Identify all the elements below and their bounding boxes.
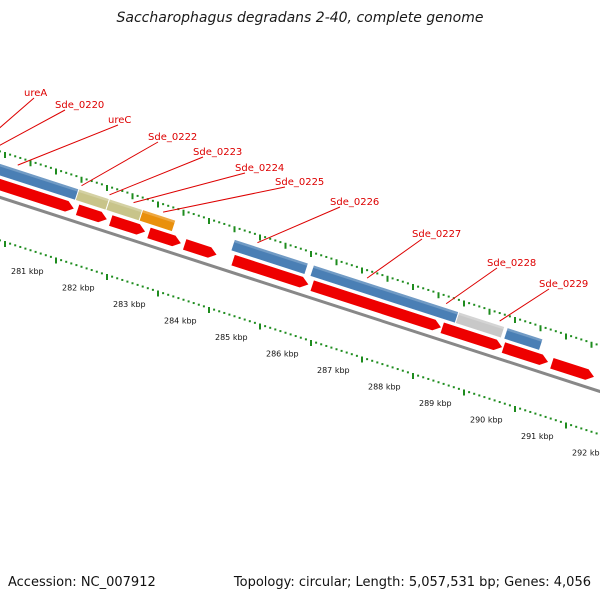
cds-arrow — [500, 341, 550, 367]
gene-label-connector — [109, 156, 204, 196]
cds-arrow-shape — [146, 226, 183, 248]
gene-label: Sde_0223 — [109, 147, 242, 196]
forward-tick-row — [0, 150, 598, 348]
gene-label-text: Sde_0227 — [412, 229, 461, 240]
gene-box-highlight — [457, 311, 505, 330]
gene-box-fill — [230, 238, 310, 276]
gene-label: Sde_0227 — [366, 229, 461, 279]
kbp-label: 284 kbp — [164, 317, 197, 326]
gene-label-connector — [499, 288, 550, 322]
gene-label-text: Sde_0224 — [235, 163, 284, 174]
gene-box-highlight — [108, 198, 146, 214]
cds-arrow-shape — [230, 253, 310, 289]
gene-label-text: ureC — [108, 115, 131, 126]
gene-label-connector — [445, 267, 498, 305]
map-title: Saccharophagus degradans 2-40, complete … — [117, 10, 484, 26]
cds-arrow — [230, 253, 310, 289]
gene-box-highlight — [0, 160, 82, 193]
cds-arrow — [309, 279, 443, 332]
gene-label-text: Sde_0225 — [275, 177, 324, 188]
cds-arrow-shape — [548, 356, 596, 381]
gene-label-text: Sde_0223 — [193, 147, 242, 158]
gene-box-highlight — [506, 327, 544, 342]
gene-label: Sde_0228 — [445, 258, 536, 305]
backbone — [0, 195, 600, 394]
gene-label-text: Sde_0222 — [148, 132, 197, 143]
gene-label: Sde_0224 — [133, 163, 284, 204]
gene-label: Sde_0226 — [257, 197, 379, 244]
gene-box — [454, 311, 506, 339]
gene-label: Sde_0220 — [0, 100, 104, 146]
gene-label-connector — [162, 186, 286, 213]
kbp-label: 292 kbp — [572, 449, 600, 458]
gene-box-highlight — [233, 239, 309, 267]
gene-box-fill — [138, 208, 177, 233]
gene-label: Sde_0229 — [499, 279, 588, 322]
gene-box-highlight — [141, 209, 176, 224]
kbp-label: 290 kbp — [470, 416, 503, 425]
gene-box-fill — [503, 326, 544, 352]
kbp-label: 288 kbp — [368, 383, 401, 392]
kbp-ruler: 281 kbp 282 kbp 283 kbp 284 kbp 285 kbp 286 k… — [0, 239, 600, 458]
cds-arrow — [548, 356, 596, 381]
gene-label: Sde_0225 — [162, 177, 324, 213]
gene-label: ureC — [17, 115, 131, 166]
gene-label-connector — [81, 141, 159, 187]
gene-box — [503, 326, 544, 352]
genome-summary-text: Topology: circular; Length: 5,057,531 bp… — [233, 575, 591, 590]
kbp-label: 287 kbp — [317, 366, 350, 375]
cds-arrow — [439, 321, 504, 352]
gene-box — [138, 208, 177, 233]
gene-box-highlight — [312, 264, 459, 315]
cds-arrow-shape — [74, 203, 109, 224]
gene-label-connector — [257, 206, 341, 244]
cds-track — [0, 176, 600, 393]
kbp-label: 282 kbp — [62, 284, 95, 293]
cds-arrow-shape — [107, 214, 147, 236]
gene-box — [230, 238, 310, 276]
cds-arrow-shape — [439, 321, 504, 352]
gene-label-text: Sde_0220 — [55, 100, 104, 111]
gene-label-connector — [0, 97, 35, 129]
gene-label-text: Sde_0228 — [487, 258, 536, 269]
kbp-label: 291 kbp — [521, 432, 554, 441]
kbp-label: 283 kbp — [113, 300, 146, 309]
gene-label-connector — [133, 172, 246, 204]
gene-label-connector — [0, 109, 66, 146]
gene-box-fill — [454, 311, 506, 339]
gene-label-connector — [366, 238, 423, 279]
cds-arrow-shape — [0, 176, 76, 213]
backbone-line — [0, 195, 600, 394]
cds-arrow — [0, 176, 76, 213]
gene-track — [0, 160, 544, 352]
gene-label-connector — [17, 124, 119, 166]
gene-box-highlight — [78, 188, 110, 202]
kbp-label: 285 kbp — [215, 333, 248, 342]
kbp-label: 281 kbp — [11, 267, 44, 276]
kbp-label: 289 kbp — [419, 399, 452, 408]
gene-labels: ureA Sde_0220 ureC Sde_0222 Sde_0223 Sde_0224… — [0, 88, 588, 322]
cds-arrow-shape — [309, 279, 443, 332]
cds-arrow-shape — [500, 341, 550, 367]
gene-label-text: Sde_0226 — [330, 197, 379, 208]
gene-label: ureA — [0, 88, 47, 129]
cds-arrow — [181, 237, 219, 259]
accession-text: Accession: NC_007912 — [8, 575, 156, 590]
cds-arrow — [107, 214, 147, 236]
kbp-label: 286 kbp — [266, 350, 299, 359]
cds-arrow — [74, 203, 109, 224]
gene-label: Sde_0222 — [81, 132, 197, 187]
cds-arrow — [146, 226, 183, 248]
gene-label-text: ureA — [24, 88, 47, 99]
gene-label-text: Sde_0229 — [539, 279, 588, 290]
cds-arrow-shape — [181, 237, 219, 259]
